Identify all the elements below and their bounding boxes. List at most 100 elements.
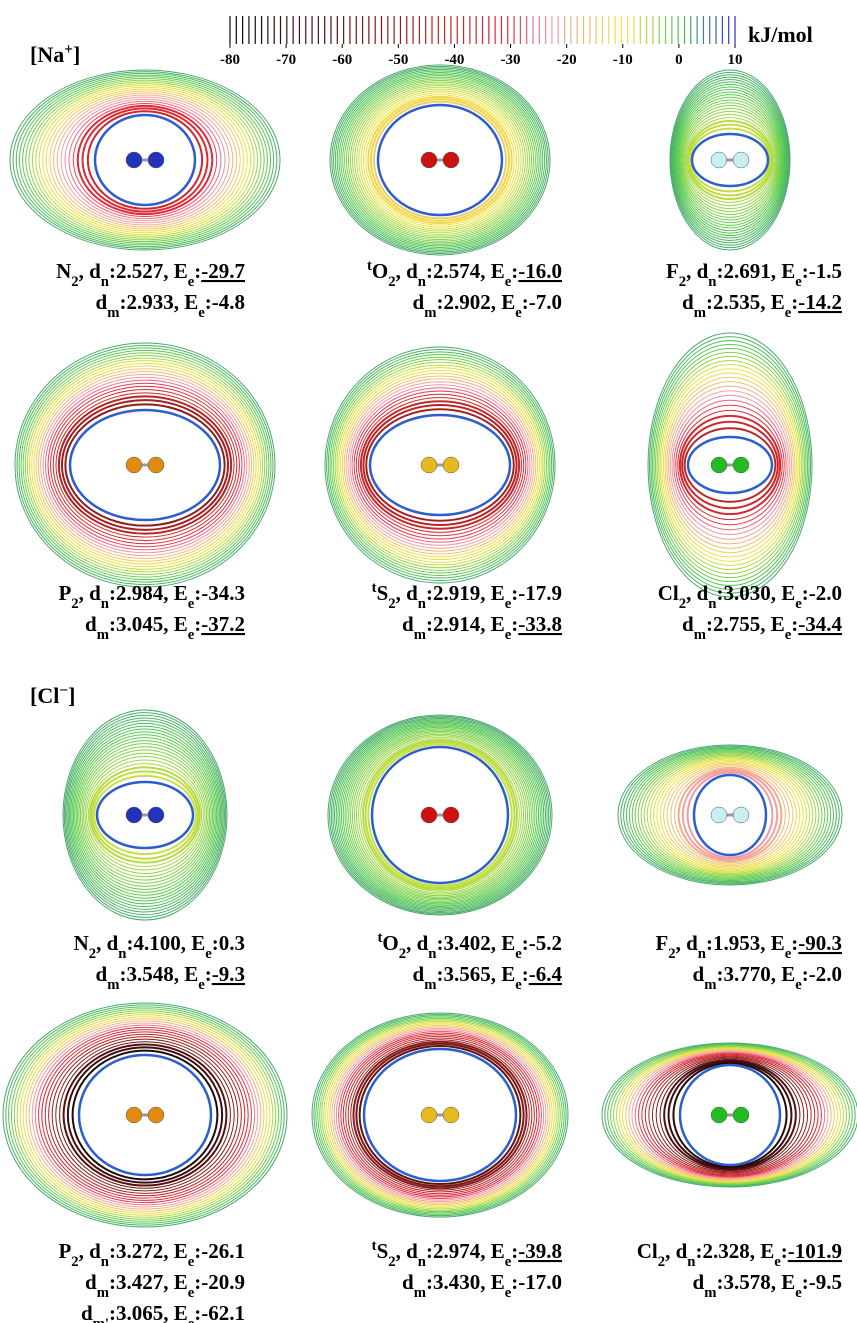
contour bbox=[662, 372, 798, 558]
underlined-value: -14.2 bbox=[798, 290, 842, 314]
subscript: m bbox=[107, 977, 119, 993]
text-run: , d bbox=[79, 581, 102, 605]
contour bbox=[671, 74, 789, 246]
contour bbox=[675, 404, 785, 526]
contour bbox=[631, 1050, 829, 1180]
subscript: m bbox=[424, 305, 436, 321]
subscript: e bbox=[505, 1285, 512, 1301]
contour bbox=[333, 1027, 547, 1203]
contour bbox=[342, 725, 538, 905]
text-run: : bbox=[522, 962, 529, 986]
text-run: :-62.1 bbox=[194, 1301, 245, 1323]
contour bbox=[661, 368, 799, 562]
contour bbox=[647, 332, 813, 598]
contour bbox=[677, 91, 783, 229]
contour bbox=[338, 71, 542, 249]
subscript: e bbox=[795, 596, 802, 612]
contour bbox=[340, 724, 540, 906]
text-run: : bbox=[791, 290, 798, 314]
contour bbox=[349, 81, 531, 239]
contour bbox=[663, 1059, 797, 1171]
contour bbox=[93, 774, 197, 856]
subscript: e bbox=[774, 1254, 781, 1270]
contour bbox=[685, 117, 775, 203]
atom bbox=[420, 456, 438, 474]
contour bbox=[340, 73, 540, 247]
contour bbox=[41, 1029, 249, 1201]
contour bbox=[336, 70, 544, 250]
contour bbox=[651, 344, 809, 586]
text-run: :-7.0 bbox=[522, 290, 562, 314]
contour bbox=[681, 105, 779, 215]
contour bbox=[623, 746, 837, 884]
section-label: [Na+] bbox=[30, 41, 80, 68]
contour bbox=[336, 364, 544, 566]
subscript: 2 bbox=[71, 596, 78, 612]
caption-line: N2, dn:4.100, Ee:0.3 bbox=[74, 931, 245, 962]
subscript: 2 bbox=[679, 596, 686, 612]
contour bbox=[670, 765, 790, 865]
contour bbox=[671, 76, 789, 244]
contour bbox=[637, 752, 823, 878]
text-run: d bbox=[85, 1270, 97, 1294]
contour bbox=[364, 741, 516, 889]
contour bbox=[357, 397, 523, 533]
caption-line: dm:3.427, Ee:-20.9 bbox=[85, 1270, 245, 1301]
text-run: :2.574, E bbox=[426, 259, 505, 283]
text-run: :-5.2 bbox=[522, 931, 562, 955]
contour bbox=[81, 749, 209, 881]
contour bbox=[40, 373, 250, 557]
underlined-value: -101.9 bbox=[788, 1239, 842, 1263]
contour bbox=[71, 728, 219, 902]
contour bbox=[610, 1044, 850, 1186]
contour bbox=[669, 390, 791, 540]
contour bbox=[338, 367, 542, 563]
text-run: P bbox=[58, 581, 71, 605]
text-run: Cl bbox=[637, 1239, 658, 1263]
contour bbox=[16, 1012, 274, 1218]
text-run: , d bbox=[686, 581, 709, 605]
atom bbox=[125, 1106, 143, 1124]
contour bbox=[82, 752, 208, 878]
contour bbox=[87, 763, 203, 867]
subscript: n bbox=[428, 946, 436, 962]
atom bbox=[442, 1106, 460, 1124]
text-run: , d bbox=[96, 931, 119, 955]
contour bbox=[667, 1060, 793, 1170]
contour bbox=[643, 754, 817, 876]
subscript: 2 bbox=[388, 596, 395, 612]
subscript: m bbox=[694, 627, 706, 643]
contour bbox=[68, 100, 222, 220]
caption-line: dm:2.755, Ee:-34.4 bbox=[682, 612, 842, 643]
contour bbox=[681, 769, 779, 861]
contour bbox=[672, 1062, 788, 1168]
superscript: t bbox=[367, 258, 372, 274]
superscript: t bbox=[372, 580, 377, 596]
contour bbox=[330, 716, 550, 914]
contour bbox=[677, 94, 783, 226]
contour bbox=[359, 400, 521, 530]
text-run: :2.902, E bbox=[436, 290, 515, 314]
text-run: :3.065, E bbox=[109, 1301, 188, 1323]
subscript: n bbox=[698, 946, 706, 962]
subscript: e bbox=[188, 1285, 195, 1301]
contour bbox=[334, 719, 546, 911]
contour bbox=[355, 1042, 525, 1188]
contour bbox=[64, 403, 226, 527]
atom bbox=[125, 151, 143, 169]
contour bbox=[332, 359, 548, 571]
contour bbox=[343, 375, 537, 555]
contour bbox=[648, 336, 812, 594]
contour bbox=[78, 743, 212, 887]
colorbar-tick-label: 0 bbox=[675, 52, 683, 68]
text-run: :3.402, E bbox=[436, 931, 515, 955]
contour bbox=[649, 757, 811, 873]
text-run: :3.427, E bbox=[109, 1270, 188, 1294]
contour bbox=[344, 726, 536, 904]
contour bbox=[14, 342, 276, 588]
contour bbox=[332, 718, 548, 912]
caption-line: dm:3.578, Ee:-9.5 bbox=[693, 1270, 842, 1301]
contour bbox=[674, 83, 786, 237]
contour bbox=[677, 409, 783, 521]
